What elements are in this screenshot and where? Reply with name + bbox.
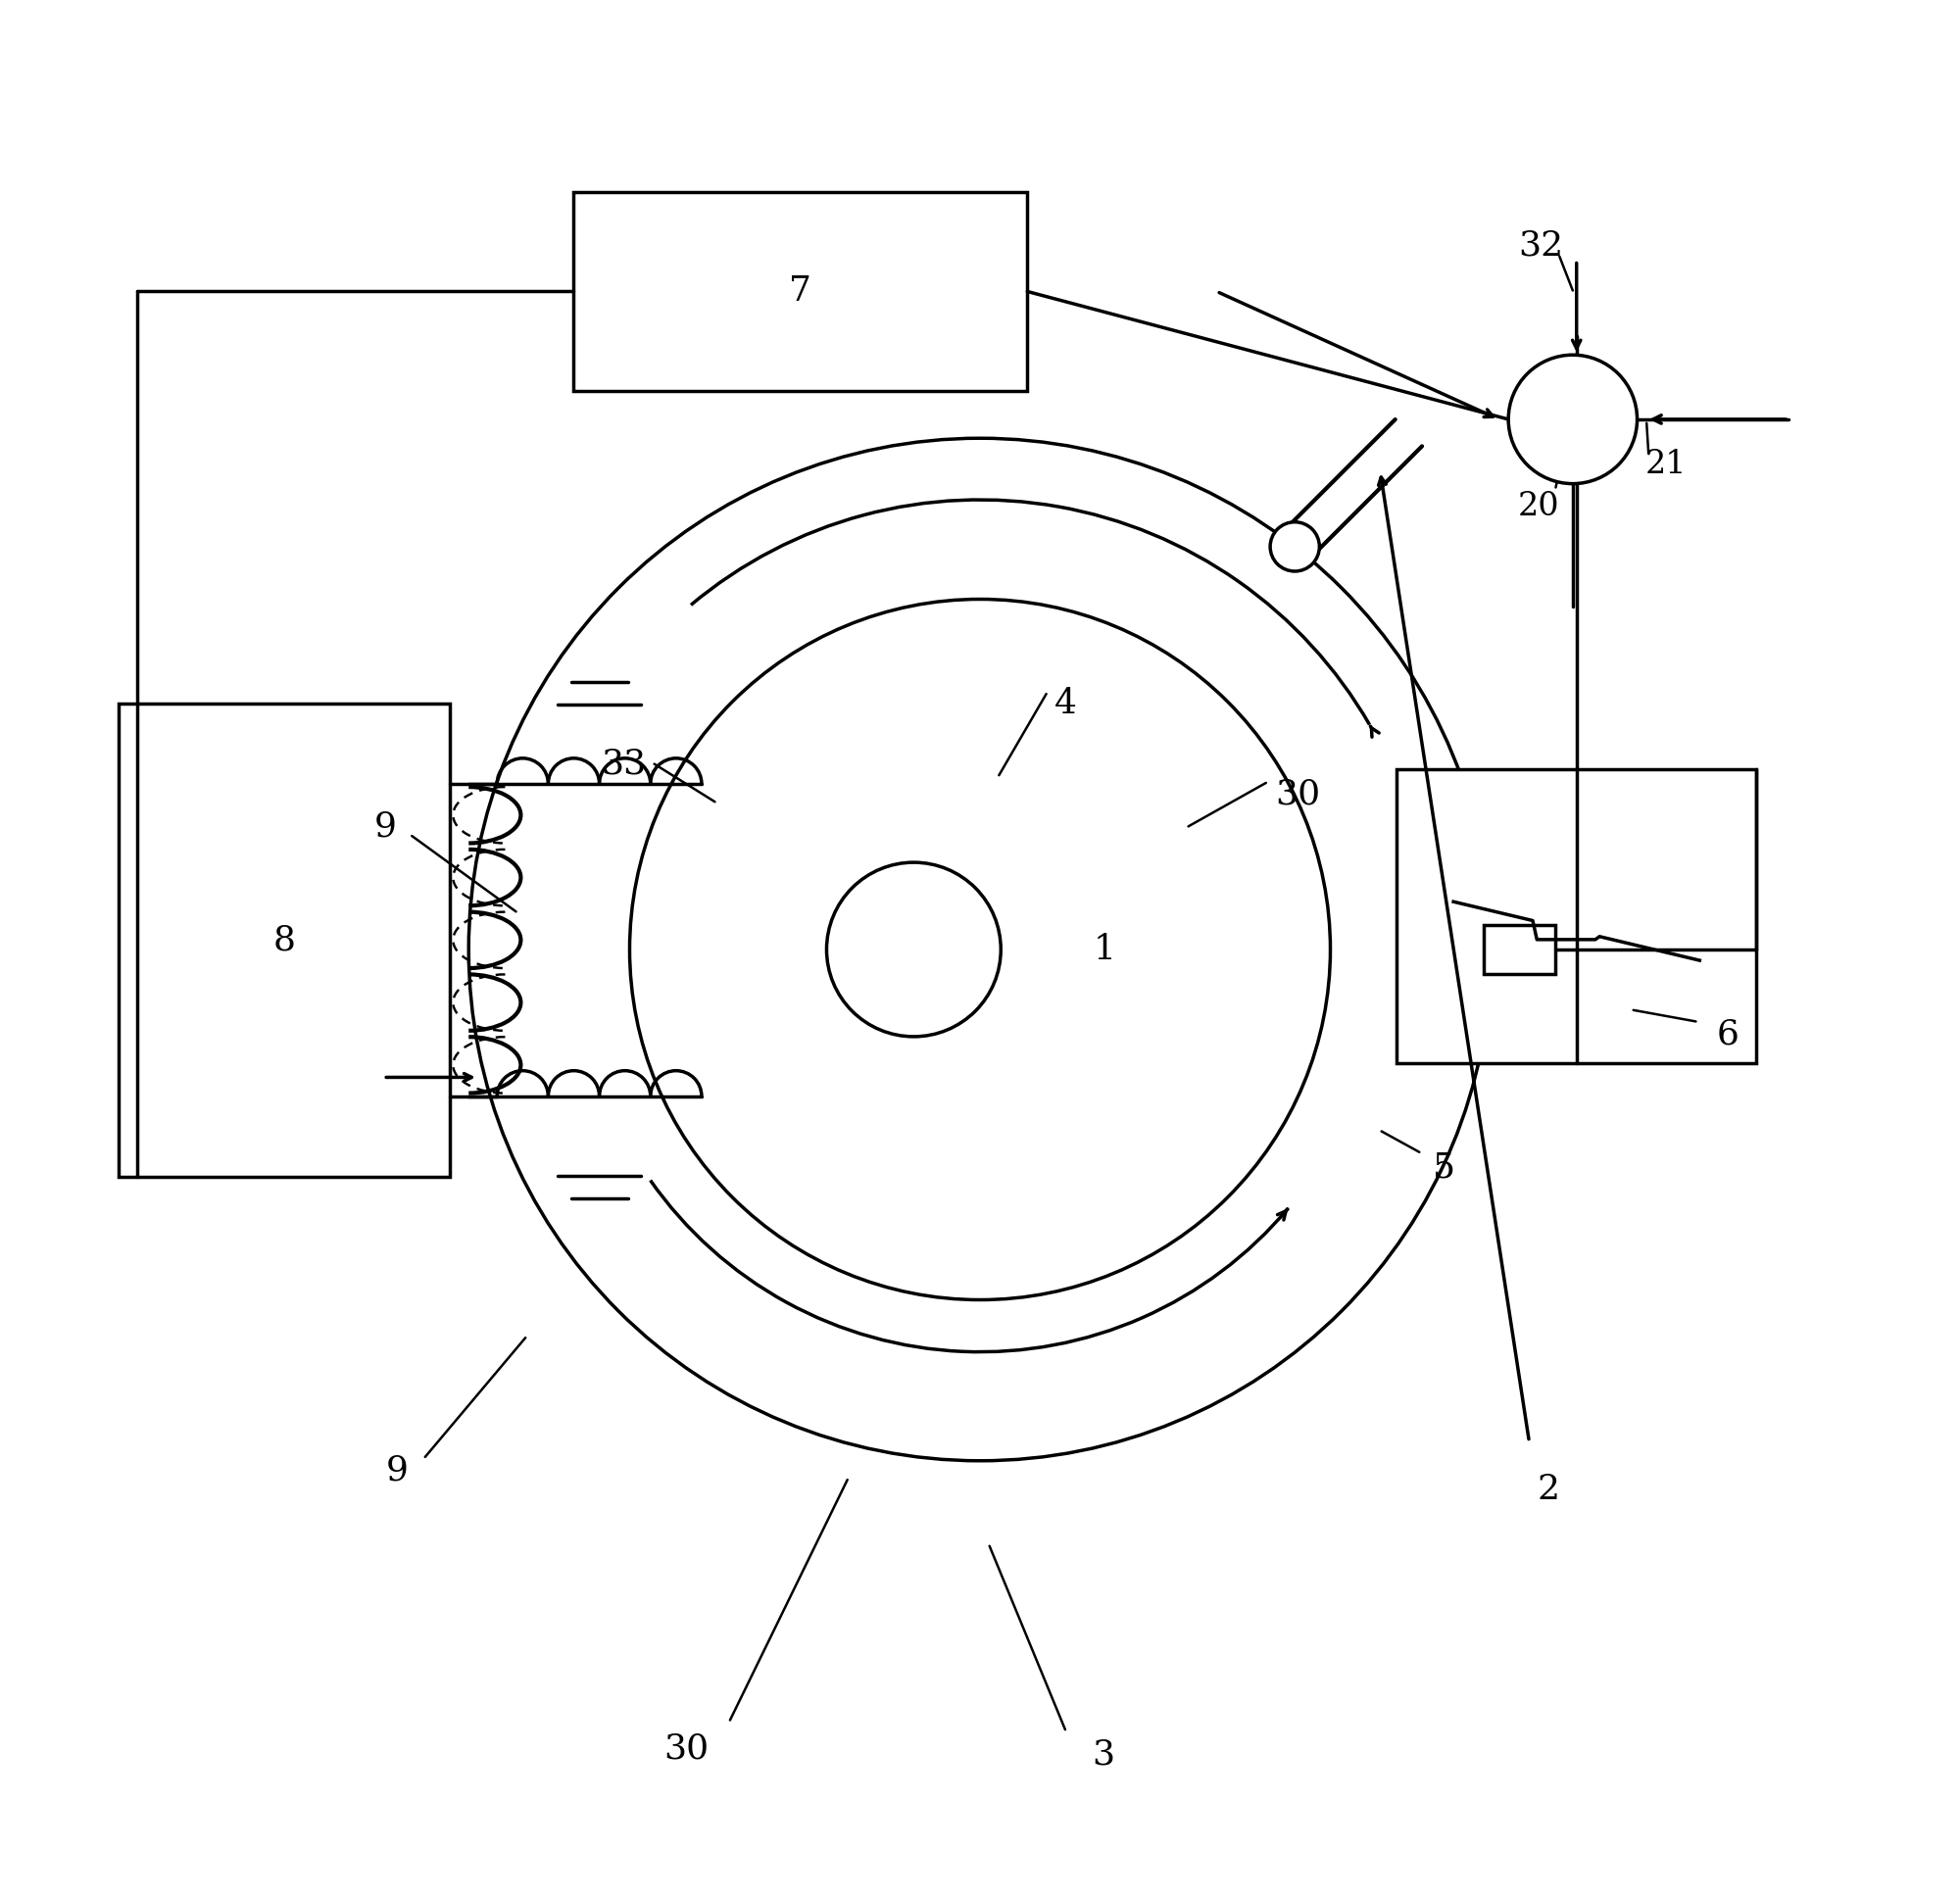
Circle shape — [827, 862, 1002, 1037]
Text: 7: 7 — [788, 275, 811, 308]
Bar — [118, 703, 449, 1177]
Text: 3: 3 — [1092, 1738, 1115, 1772]
Circle shape — [1509, 355, 1637, 484]
Text: 21: 21 — [1644, 448, 1686, 480]
Text: 33: 33 — [602, 748, 647, 780]
Text: 9: 9 — [386, 1453, 408, 1487]
Text: 30: 30 — [664, 1732, 710, 1766]
Text: 1: 1 — [1094, 932, 1117, 967]
Text: 20: 20 — [1517, 490, 1560, 522]
Text: 4: 4 — [1054, 687, 1076, 720]
Text: 2: 2 — [1537, 1472, 1560, 1506]
Text: 9: 9 — [374, 809, 396, 843]
Bar — [1397, 769, 1756, 1063]
Text: 32: 32 — [1517, 228, 1564, 262]
Text: 5: 5 — [1433, 1151, 1456, 1183]
Circle shape — [468, 439, 1492, 1460]
Circle shape — [1270, 522, 1319, 572]
Bar — [1484, 925, 1556, 974]
Bar — [572, 192, 1027, 391]
Text: 30: 30 — [1276, 777, 1321, 811]
Text: 6: 6 — [1717, 1018, 1739, 1052]
Text: 8: 8 — [272, 923, 296, 957]
